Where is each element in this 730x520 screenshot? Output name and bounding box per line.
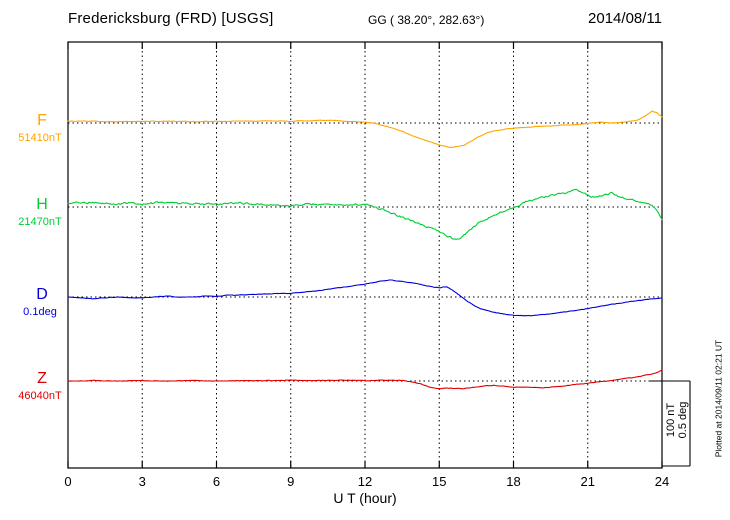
x-tick-label: 9 — [287, 474, 294, 489]
channel-letter-F: F — [37, 112, 47, 129]
scale-bar-nt-label: 100 nT — [665, 402, 677, 438]
channel-value-F: 51410nT — [18, 132, 62, 144]
plotted-at-note: Plotted at 2014/09/11 02:21 UT — [713, 339, 724, 458]
channel-value-Z: 46040nT — [18, 390, 62, 402]
x-tick-label: 0 — [64, 474, 71, 489]
x-tick-label: 18 — [506, 474, 520, 489]
x-tick-label: 15 — [432, 474, 446, 489]
x-tick-label: 3 — [139, 474, 146, 489]
page-title: Fredericksburg (FRD) [USGS] — [68, 10, 274, 27]
channel-letter-D: D — [36, 286, 48, 303]
trace-H — [67, 188, 663, 240]
channel-value-H: 21470nT — [18, 216, 62, 228]
channel-letter-Z: Z — [37, 370, 47, 387]
trace-D — [67, 279, 663, 317]
scale-bar-deg-label: 0.5 deg — [677, 401, 689, 439]
trace-Z — [67, 369, 663, 390]
geo-coordinates: GG ( 38.20°, 282.63°) — [368, 13, 485, 27]
x-tick-label: 12 — [358, 474, 372, 489]
x-tick-label: 24 — [655, 474, 669, 489]
x-axis-title: U T (hour) — [333, 490, 397, 506]
x-tick-label: 6 — [213, 474, 220, 489]
trace-F — [67, 110, 663, 149]
plot-date: 2014/08/11 — [588, 10, 662, 27]
x-tick-label: 21 — [581, 474, 595, 489]
channel-value-D: 0.1deg — [23, 306, 57, 318]
channel-letter-H: H — [36, 196, 48, 213]
